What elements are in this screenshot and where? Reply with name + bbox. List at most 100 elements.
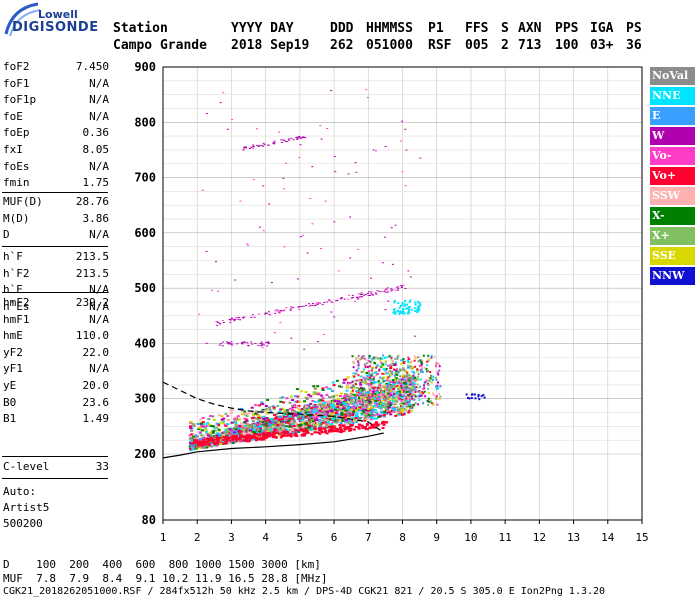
echo-point <box>372 378 375 381</box>
echo-point <box>233 435 237 438</box>
echo-point <box>381 421 385 424</box>
echo-point <box>314 413 318 416</box>
echo-point <box>388 389 391 392</box>
echo-point <box>279 400 283 403</box>
echo-point <box>195 437 199 440</box>
echo-point <box>336 415 340 418</box>
echo-point <box>206 444 210 447</box>
echo-point <box>377 386 380 389</box>
echo-point <box>358 379 361 382</box>
echo-point <box>204 430 208 433</box>
echo-point <box>330 406 334 409</box>
echo-point <box>267 343 270 345</box>
echo-point <box>363 397 367 400</box>
echo-point <box>351 375 354 378</box>
echo-point <box>336 408 340 411</box>
echo-point <box>307 407 311 410</box>
echo-point <box>408 300 411 303</box>
echo-point <box>315 406 319 409</box>
echo-point <box>383 403 387 406</box>
echo-point <box>411 394 415 397</box>
echo-point <box>363 405 367 408</box>
echo-point <box>201 421 205 424</box>
echo-point <box>393 399 396 402</box>
echo-point <box>343 402 347 405</box>
echo-point <box>285 141 288 143</box>
echo-point <box>301 426 305 429</box>
echo-point <box>247 428 251 431</box>
echo-point <box>276 429 280 432</box>
echo-point <box>418 398 421 401</box>
echo-point <box>191 444 195 447</box>
echo-point <box>419 359 422 362</box>
echo-point <box>252 433 256 436</box>
echo-point <box>275 427 279 430</box>
echo-point <box>392 368 395 371</box>
echo-point <box>256 418 260 421</box>
echo-point <box>378 387 382 390</box>
echo-point <box>304 411 308 414</box>
y-tick-label: 400 <box>134 336 156 350</box>
echo-point <box>356 389 359 392</box>
echo-point <box>368 372 371 375</box>
echo-point <box>429 377 432 380</box>
echo-point <box>231 344 234 346</box>
echo-point <box>222 436 226 439</box>
echo-point <box>348 294 351 296</box>
echo-point <box>313 407 317 410</box>
echo-point <box>407 411 411 414</box>
echo-point <box>266 429 270 432</box>
echo-point <box>307 409 311 412</box>
echo-point <box>267 432 271 435</box>
echo-point <box>249 425 253 428</box>
echo-point <box>435 394 438 397</box>
echo-point <box>256 413 260 416</box>
echo-point <box>346 416 350 419</box>
echo-point <box>367 370 370 373</box>
echo-point <box>330 389 334 392</box>
echo-point <box>188 434 192 437</box>
echo-point <box>304 412 308 415</box>
echo-point <box>394 224 397 226</box>
param-value: 0.36 <box>82 126 110 140</box>
echo-point <box>403 378 407 381</box>
echo-point <box>365 358 368 361</box>
echo-point <box>234 428 238 431</box>
echo-point <box>284 418 288 421</box>
echo-point <box>363 376 366 379</box>
echo-point <box>247 345 250 347</box>
echo-point <box>309 395 313 398</box>
echo-point <box>391 263 394 265</box>
echo-point <box>382 423 386 426</box>
echo-point <box>333 419 337 422</box>
echo-point <box>382 404 386 407</box>
echo-point <box>234 426 238 429</box>
echo-point <box>343 393 347 396</box>
echo-point <box>355 403 358 406</box>
echo-point <box>240 423 244 426</box>
echo-point <box>338 385 342 388</box>
echo-point <box>413 307 416 310</box>
echo-point <box>388 374 391 377</box>
echo-point <box>274 413 278 416</box>
echo-point <box>377 394 381 397</box>
echo-point <box>365 417 369 420</box>
echo-point <box>205 250 208 252</box>
echo-point <box>273 140 276 142</box>
echo-point <box>356 296 359 298</box>
echo-point <box>230 318 233 320</box>
echo-point <box>392 410 396 413</box>
echo-point <box>246 440 250 443</box>
echo-point <box>321 405 325 408</box>
echo-point <box>370 373 373 376</box>
echo-point <box>264 422 268 425</box>
echo-point <box>383 410 387 413</box>
echo-point <box>285 307 288 309</box>
echo-point <box>285 415 289 418</box>
echo-point <box>386 400 389 403</box>
param-key: yF2 <box>3 345 23 359</box>
echo-point <box>363 419 367 422</box>
legend-x: X+ <box>650 227 695 245</box>
echo-point <box>276 424 280 427</box>
echo-point <box>203 429 207 432</box>
